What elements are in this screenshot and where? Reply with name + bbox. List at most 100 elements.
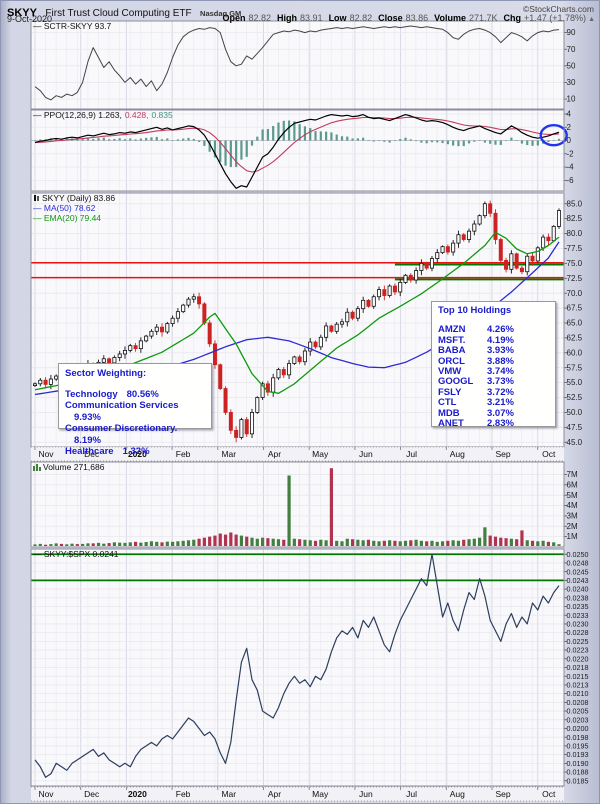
svg-text:4M: 4M	[567, 501, 578, 510]
sector-row: Communication Services9.93%	[65, 400, 179, 423]
change-up-arrow: ▲	[588, 16, 595, 23]
svg-text:7M: 7M	[567, 470, 578, 479]
fund-name: First Trust Cloud Computing ETF	[45, 8, 192, 19]
month-label: Jun	[359, 449, 373, 459]
svg-text:75.0: 75.0	[567, 259, 583, 268]
month-label: Apr	[268, 449, 281, 459]
month-label: Aug	[450, 449, 465, 459]
holding-row: BABA 3.93%	[438, 345, 514, 357]
quote-label: Chg	[503, 13, 522, 23]
svg-text:2M: 2M	[567, 522, 578, 531]
svg-text:0.0215: 0.0215	[567, 672, 589, 681]
svg-text:0.0190: 0.0190	[567, 759, 589, 768]
svg-text:50.0: 50.0	[567, 408, 583, 417]
svg-text:72.5: 72.5	[567, 274, 583, 283]
svg-text:80.0: 80.0	[567, 229, 583, 238]
svg-text:0.0228: 0.0228	[567, 628, 589, 637]
title-row: SKYY First Trust Cloud Computing ETF Nas…	[7, 3, 241, 21]
month-label: Jun	[359, 789, 373, 799]
month-label: Feb	[176, 449, 191, 459]
ratio-legend: — SKYY:$SPX 0.0241	[33, 549, 119, 559]
ppo-legend: — PPO(12,26,9) 1.263, 0.428, 0.835	[33, 111, 173, 120]
svg-text:0.0230: 0.0230	[567, 620, 589, 629]
svg-text:0.0240: 0.0240	[567, 585, 589, 594]
price-legend-label: SKYY (Daily) 83.86	[42, 193, 116, 203]
svg-text:0.0205: 0.0205	[567, 707, 589, 716]
month-label: May	[312, 789, 329, 799]
svg-text:-4: -4	[567, 163, 575, 172]
price-legend: SKYY (Daily) 83.86	[33, 194, 115, 204]
svg-text:3M: 3M	[567, 512, 578, 521]
svg-text:52.5: 52.5	[567, 393, 583, 402]
month-label: Dec	[84, 789, 100, 799]
svg-text:65.0: 65.0	[567, 319, 583, 328]
holding-row: ANET 2.83%	[438, 418, 514, 430]
svg-text:10: 10	[567, 95, 576, 104]
svg-text:0.0185: 0.0185	[567, 776, 589, 785]
month-label: May	[312, 449, 329, 459]
ppo-panel[interactable]: 4 2 0 -2 -4 -6	[30, 109, 575, 192]
ratio-panel[interactable]: 0.02500.02480.02450.02430.02400.02380.02…	[30, 548, 589, 787]
svg-text:1M: 1M	[567, 532, 578, 541]
svg-text:0.0198: 0.0198	[567, 733, 589, 742]
svg-text:0.0200: 0.0200	[567, 724, 589, 733]
svg-text:0.0248: 0.0248	[567, 559, 589, 568]
svg-text:0.0208: 0.0208	[567, 698, 589, 707]
copyright-label: ©StockCharts.com	[523, 4, 594, 14]
volume-legend: Volume 271,686	[33, 463, 104, 473]
quote-value: 83.91	[300, 13, 323, 23]
ppo-legend-hist: 0.835	[151, 110, 173, 120]
holding-row: VMW 3.74%	[438, 366, 514, 378]
svg-text:30: 30	[567, 78, 576, 87]
quote-label: Close	[378, 13, 403, 23]
quote-value: 82.82	[248, 13, 272, 23]
quote-row: Open 82.82 High 83.91 Low 82.82 Close 83.86 Volu…	[216, 13, 595, 23]
svg-text:0.0203: 0.0203	[567, 715, 589, 724]
svg-text:0.0223: 0.0223	[567, 646, 589, 655]
month-label: Mar	[221, 449, 236, 459]
holdings-box-title: Top 10 Holdings	[438, 305, 512, 316]
svg-text:85.0: 85.0	[567, 199, 583, 208]
svg-text:0.0243: 0.0243	[567, 576, 589, 585]
svg-text:4: 4	[567, 110, 572, 119]
svg-text:50: 50	[567, 61, 576, 70]
quote-value: +1.47 (+1.78%)	[524, 13, 587, 23]
svg-text:90: 90	[567, 28, 576, 37]
holding-row: MSFT. 4.19%	[438, 334, 514, 346]
svg-text:0: 0	[567, 136, 572, 145]
month-label: Jul	[406, 449, 417, 459]
month-label: 2020	[128, 449, 147, 459]
month-axis: Nov Dec 2020 Feb Mar Apr May Jun Jul Aug Sep Oct	[31, 446, 564, 462]
sector-box-title: Sector Weighting:	[65, 368, 147, 379]
holding-row: AMZN 4.26%	[438, 324, 514, 336]
ppo-legend-main: — PPO(12,26,9) 1.263,	[33, 110, 122, 120]
svg-text:70.0: 70.0	[567, 289, 583, 298]
sector-weighting-box: Sector Weighting: Technology 80.56% Commun…	[58, 363, 212, 457]
top-holdings-box: Top 10 Holdings AMZN 4.26% MSFT. 4.19% BABA 3…	[431, 301, 556, 430]
svg-text:0.0218: 0.0218	[567, 663, 589, 672]
month-label: Dec	[84, 449, 100, 459]
ma50-legend: — MA(50) 78.62	[33, 203, 96, 213]
month-label: Sep	[495, 789, 510, 799]
sctr-panel[interactable]: 90 70 50 30 10	[30, 20, 576, 110]
holding-row: CTL 3.21%	[438, 397, 514, 409]
sctr-legend-label: — SCTR-SKYY 93.7	[33, 21, 112, 31]
holding-row: MDB 3.07%	[438, 407, 514, 419]
ppo-legend-signal: 0.428,	[124, 110, 149, 120]
svg-text:82.5: 82.5	[567, 214, 583, 223]
svg-text:55.0: 55.0	[567, 378, 583, 387]
ema20-legend: — EMA(20) 79.44	[33, 213, 102, 223]
svg-text:62.5: 62.5	[567, 333, 583, 342]
svg-text:0.0238: 0.0238	[567, 593, 589, 602]
ppo-circle-annotation	[539, 124, 568, 147]
quote-label: High	[277, 13, 298, 23]
quote-value: 83.86	[405, 13, 429, 23]
quote-value: 82.82	[349, 13, 373, 23]
month-label: Nov	[38, 789, 54, 799]
sector-row: Healthcare 1.32%	[65, 446, 150, 457]
svg-text:45.0: 45.0	[567, 438, 583, 447]
svg-text:6M: 6M	[567, 480, 578, 489]
month-axis: Nov Dec 2020 Feb Mar Apr May Jun Jul Aug Sep Oct	[31, 786, 564, 802]
